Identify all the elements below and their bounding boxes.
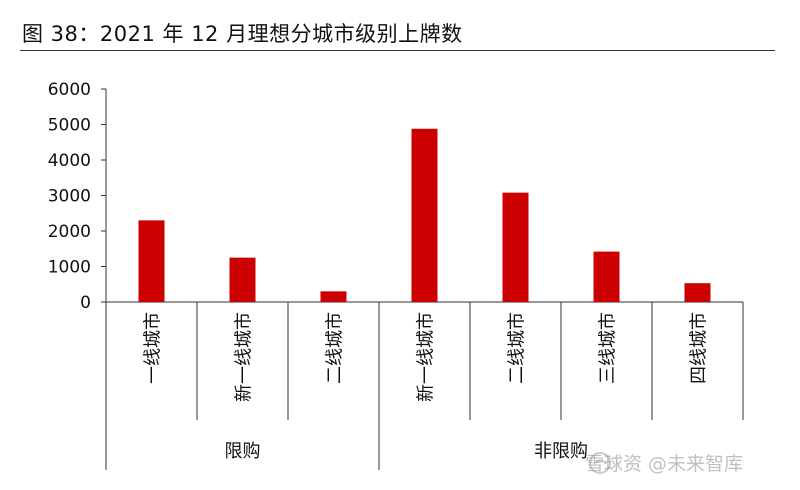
y-tick-label: 5000 [48,116,91,136]
y-tick-label: 0 [80,293,91,313]
bar [138,220,165,302]
y-tick-label: 1000 [48,258,91,278]
bar [593,251,620,302]
watermark-text: 雪球资 @未来智库 [585,453,744,475]
group-label: 非限购 [534,441,588,462]
watermark-snowball-icon [589,452,611,474]
category-label: 三线城市 [598,312,619,384]
y-tick-label: 6000 [48,80,91,100]
title-divider [20,50,775,51]
category-label: 新一线城市 [416,312,437,402]
y-tick-label: 3000 [48,187,91,207]
category-label: 二线城市 [325,312,346,384]
bar [502,192,529,302]
category-label: 一线城市 [143,312,164,384]
group-label: 限购 [225,441,261,462]
category-label: 新一线城市 [234,312,255,402]
bar [411,128,438,302]
chart-title: 图 38：2021 年 12 月理想分城市级别上牌数 [22,22,463,46]
bar [229,257,256,302]
bar [684,283,711,302]
y-tick-label: 4000 [48,151,91,171]
bar [320,291,347,302]
category-label: 四线城市 [689,312,710,384]
category-label: 二线城市 [507,312,528,384]
y-tick-label: 2000 [48,222,91,242]
